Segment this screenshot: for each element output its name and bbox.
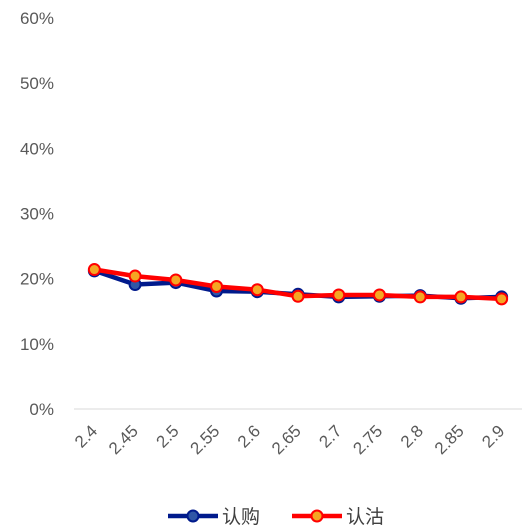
data-point — [291, 289, 305, 303]
legend-marker — [186, 509, 200, 523]
y-tick-label: 10% — [20, 335, 54, 354]
x-tick-label: 2.4 — [71, 421, 101, 451]
y-tick-label: 40% — [20, 139, 54, 158]
x-tick-label: 2.5 — [152, 421, 182, 451]
data-point — [332, 288, 346, 302]
data-point — [495, 292, 509, 306]
y-tick-label: 50% — [20, 74, 54, 93]
legend-item: 认沽 — [292, 506, 384, 527]
x-tick-label: 2.85 — [431, 421, 468, 458]
legend-marker — [310, 509, 324, 523]
x-tick-label: 2.45 — [105, 421, 142, 458]
legend-item: 认购 — [168, 506, 260, 527]
x-tick-label: 2.9 — [478, 421, 508, 451]
series-layer — [87, 263, 509, 306]
x-tick-label: 2.6 — [234, 421, 264, 451]
legend: 认购 认沽 — [168, 506, 384, 527]
y-tick-label: 60% — [20, 9, 54, 28]
data-point — [250, 283, 264, 297]
legend-label: 认购 — [222, 506, 260, 527]
legend-label: 认沽 — [346, 506, 384, 527]
x-tick-label: 2.7 — [315, 421, 345, 451]
x-tick-label: 2.8 — [397, 421, 427, 451]
data-point — [87, 263, 101, 277]
data-point — [128, 269, 142, 283]
data-point — [169, 273, 183, 287]
data-point — [372, 288, 386, 302]
y-tick-label: 30% — [20, 205, 54, 224]
x-tick-label: 2.55 — [187, 421, 224, 458]
y-tick-label: 0% — [29, 400, 54, 419]
x-tick-label: 2.75 — [349, 421, 386, 458]
data-point — [413, 290, 427, 304]
data-point — [210, 279, 224, 293]
y-axis-labels: 0% 10% 20% 30% 40% 50% 60% — [20, 9, 54, 419]
series-2 — [87, 263, 509, 306]
x-axis-labels: 2.4 2.45 2.5 2.55 2.6 2.65 2.7 2.75 2.8 2.85 2.9 — [71, 421, 508, 458]
data-point — [454, 290, 468, 304]
y-tick-label: 20% — [20, 270, 54, 289]
x-tick-label: 2.65 — [268, 421, 305, 458]
